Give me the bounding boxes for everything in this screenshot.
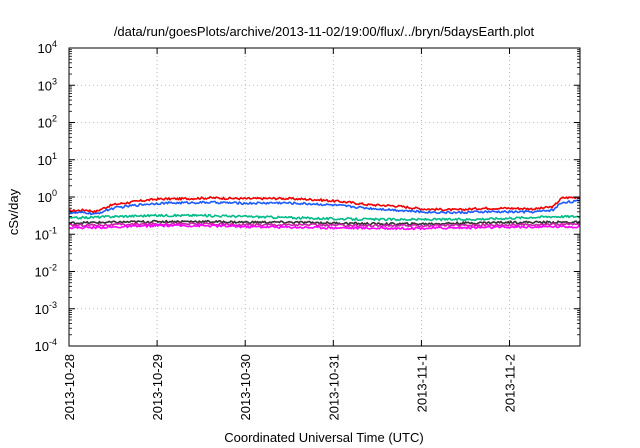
y-tick-label: 101 [38, 151, 57, 168]
chart-title: /data/run/goesPlots/archive/2013-11-02/1… [114, 24, 535, 39]
x-tick-label: 2013-10-31 [326, 354, 341, 421]
y-tick-label: 104 [38, 39, 57, 56]
y-tick-label: 10-3 [35, 300, 57, 317]
series-line-1 [68, 196, 581, 214]
grid-lines [69, 48, 580, 346]
series-line-6 [68, 223, 581, 231]
x-tick-label: 2013-10-30 [238, 354, 253, 421]
y-tick-label: 103 [38, 76, 57, 93]
x-axis-label: Coordinated Universal Time (UTC) [224, 430, 423, 445]
axis-ticks: 104 103 102 101 100 10-1 10-2 10-3 10-4 2013-10-2… [35, 39, 580, 421]
series-line-2 [68, 199, 581, 216]
y-tick-label: 100 [38, 188, 57, 205]
series-line-3 [68, 213, 581, 222]
series-line-4 [68, 219, 581, 226]
y-tick-label: 10-1 [35, 225, 57, 242]
y-axis-label: cSv/day [6, 188, 21, 235]
x-tick-label: 2013-10-29 [150, 354, 165, 421]
y-tick-label: 10-2 [35, 263, 57, 280]
x-tick-label: 2013-10-28 [62, 354, 77, 421]
x-tick-label: 2013-11-1 [414, 354, 429, 412]
y-tick-label: 102 [38, 114, 57, 131]
y-tick-label: 10-4 [35, 337, 57, 354]
x-tick-label: 2013-11-2 [503, 354, 518, 412]
data-series [68, 196, 581, 231]
